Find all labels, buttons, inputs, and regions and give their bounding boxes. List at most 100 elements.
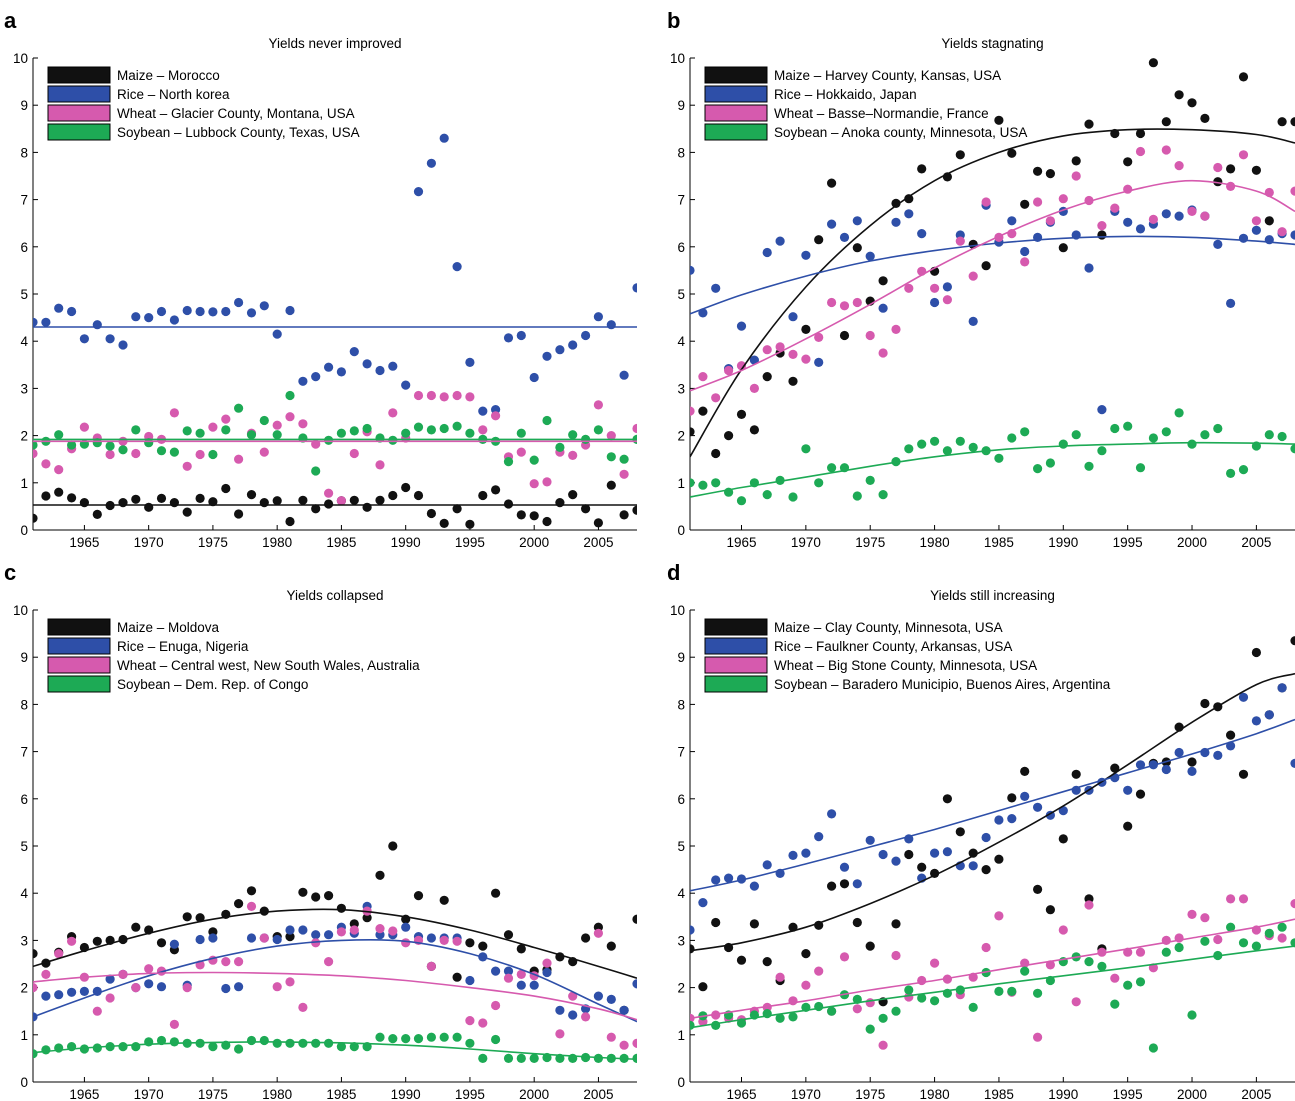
data-point bbox=[221, 484, 230, 493]
data-point bbox=[311, 892, 320, 901]
data-point bbox=[943, 282, 952, 291]
data-point bbox=[1265, 430, 1274, 439]
x-tick-label: 1985 bbox=[984, 535, 1014, 550]
data-point bbox=[917, 440, 926, 449]
data-point bbox=[388, 408, 397, 417]
legend-label: Soybean – Dem. Rep. of Congo bbox=[117, 677, 308, 692]
data-point bbox=[208, 423, 217, 432]
data-point bbox=[530, 981, 539, 990]
x-tick-label: 1990 bbox=[391, 1087, 421, 1101]
data-point bbox=[1033, 1033, 1042, 1042]
data-point bbox=[943, 847, 952, 856]
y-tick-label: 6 bbox=[20, 792, 28, 807]
data-point bbox=[273, 421, 282, 430]
y-tick-label: 7 bbox=[677, 193, 685, 208]
x-tick-label: 1980 bbox=[920, 535, 950, 550]
data-point bbox=[427, 159, 436, 168]
data-point bbox=[1084, 462, 1093, 471]
data-point bbox=[1175, 161, 1184, 170]
data-point bbox=[311, 466, 320, 475]
x-tick-label: 2000 bbox=[519, 1087, 549, 1101]
data-point bbox=[28, 983, 37, 992]
data-point bbox=[542, 517, 551, 526]
data-point bbox=[1059, 194, 1068, 203]
x-tick-label: 1980 bbox=[920, 1087, 950, 1101]
data-point bbox=[157, 494, 166, 503]
data-point bbox=[144, 313, 153, 322]
data-point bbox=[453, 391, 462, 400]
x-tick-label: 1965 bbox=[69, 1087, 99, 1101]
data-point bbox=[1149, 215, 1158, 224]
data-point bbox=[891, 1007, 900, 1016]
data-point bbox=[530, 373, 539, 382]
data-point bbox=[80, 498, 89, 507]
data-point bbox=[1020, 792, 1029, 801]
x-tick-label: 2005 bbox=[1241, 1087, 1271, 1101]
data-point bbox=[1123, 822, 1132, 831]
data-point bbox=[1110, 1000, 1119, 1009]
data-point bbox=[891, 325, 900, 334]
legend-label: Wheat – Glacier County, Montana, USA bbox=[117, 106, 355, 121]
data-point bbox=[750, 919, 759, 928]
data-point bbox=[982, 197, 991, 206]
y-tick-label: 4 bbox=[20, 886, 28, 901]
data-point bbox=[401, 483, 410, 492]
data-point bbox=[80, 423, 89, 432]
data-point bbox=[555, 1029, 564, 1038]
data-point bbox=[814, 235, 823, 244]
data-point bbox=[969, 317, 978, 326]
data-point bbox=[311, 930, 320, 939]
data-point bbox=[530, 1054, 539, 1063]
legend: Maize – Harvey County, Kansas, USARice –… bbox=[705, 67, 1027, 140]
y-tick-label: 1 bbox=[677, 476, 685, 491]
series-1 bbox=[28, 134, 641, 416]
y-tick-label: 10 bbox=[13, 603, 28, 618]
data-point bbox=[698, 982, 707, 991]
data-point bbox=[170, 498, 179, 507]
data-point bbox=[54, 430, 63, 439]
data-point bbox=[517, 331, 526, 340]
data-point bbox=[375, 460, 384, 469]
x-tick-label: 1965 bbox=[726, 1087, 756, 1101]
data-point bbox=[170, 448, 179, 457]
data-point bbox=[131, 983, 140, 992]
data-point bbox=[814, 832, 823, 841]
data-point bbox=[1162, 209, 1171, 218]
data-point bbox=[827, 1007, 836, 1016]
data-point bbox=[388, 926, 397, 935]
data-point bbox=[41, 992, 50, 1001]
data-point bbox=[414, 187, 423, 196]
data-point bbox=[1149, 433, 1158, 442]
data-point bbox=[891, 951, 900, 960]
data-point bbox=[478, 491, 487, 500]
legend: Maize – MoroccoRice – North koreaWheat –… bbox=[48, 67, 360, 140]
data-point bbox=[491, 1001, 500, 1010]
y-tick-label: 8 bbox=[677, 697, 685, 712]
data-point bbox=[414, 491, 423, 500]
data-point bbox=[685, 925, 694, 934]
legend-swatch bbox=[48, 124, 110, 140]
data-point bbox=[221, 957, 230, 966]
data-point bbox=[157, 938, 166, 947]
data-point bbox=[1084, 263, 1093, 272]
data-point bbox=[170, 315, 179, 324]
series-3 bbox=[28, 1033, 641, 1063]
y-tick-label: 10 bbox=[13, 51, 28, 66]
data-point bbox=[1278, 117, 1287, 126]
data-point bbox=[131, 923, 140, 932]
data-point bbox=[1278, 683, 1287, 692]
data-point bbox=[866, 331, 875, 340]
data-point bbox=[285, 977, 294, 986]
data-point bbox=[982, 833, 991, 842]
data-point bbox=[685, 407, 694, 416]
data-point bbox=[1020, 427, 1029, 436]
data-point bbox=[196, 307, 205, 316]
data-point bbox=[1200, 430, 1209, 439]
data-point bbox=[170, 940, 179, 949]
data-point bbox=[465, 358, 474, 367]
data-point bbox=[273, 1039, 282, 1048]
data-point bbox=[363, 424, 372, 433]
data-point bbox=[982, 865, 991, 874]
plot-area bbox=[28, 841, 641, 1063]
data-point bbox=[711, 284, 720, 293]
